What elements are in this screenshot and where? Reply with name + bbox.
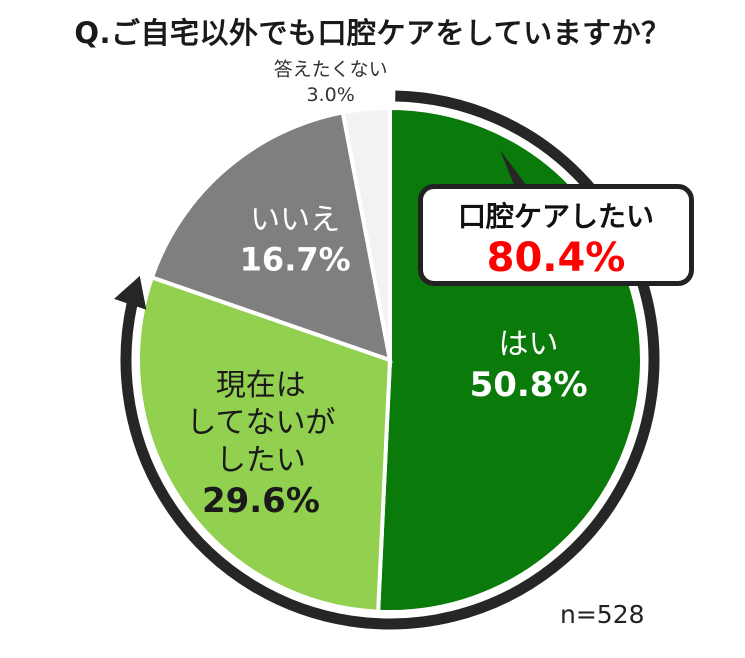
slice-label-not-yet-line3: したい — [216, 443, 306, 478]
slice-label-no-answer-line1: 答えたくない — [274, 58, 388, 80]
highlight-arc — [120, 90, 660, 630]
sample-size: n=528 — [560, 600, 645, 629]
highlight-callout: 口腔ケアしたい 80.4% — [418, 184, 694, 286]
chart-title: Q.ご自宅以外でも口腔ケアをしていますか？ — [74, 16, 671, 50]
slice-label-no-line1: いいえ — [250, 203, 340, 238]
pie-slice-no-answer — [340, 105, 392, 361]
slice-value-no: 16.7% — [240, 240, 351, 278]
highlight-arrowhead — [114, 275, 147, 310]
slice-label-yes-line1: はい — [499, 327, 559, 362]
callout-label: 口腔ケアしたい — [457, 200, 654, 233]
slice-value-not-yet: 29.6% — [202, 481, 320, 521]
pie-slice-not-yet — [136, 274, 393, 614]
pie-slice-no — [149, 110, 393, 364]
slice-value-yes: 50.8% — [470, 365, 588, 405]
callout-value: 80.4% — [486, 235, 626, 281]
slice-label-not-yet-line2: してないが — [186, 406, 335, 441]
slice-value-no-answer: 3.0% — [307, 84, 355, 106]
slice-label-not-yet-line1: 現在は — [216, 368, 306, 403]
